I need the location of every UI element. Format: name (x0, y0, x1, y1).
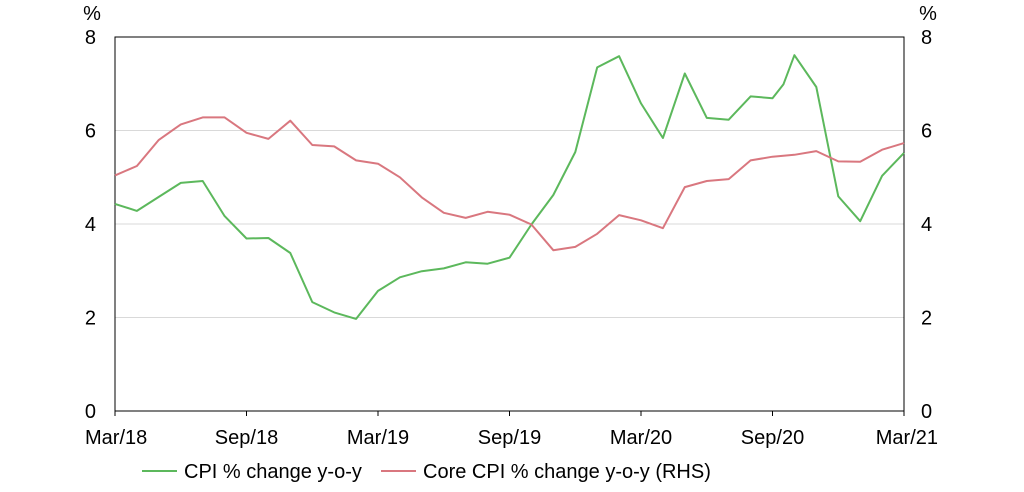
x-tick-label: Mar/20 (610, 427, 672, 449)
series-layer (114, 54, 905, 320)
legend-label-cpi: CPI % change y-o-y (184, 461, 362, 483)
series-line-1 (114, 116, 905, 252)
left-y-tick-label: 0 (85, 401, 96, 423)
right-y-tick-label: 8 (921, 27, 932, 49)
gridlines (115, 130, 904, 318)
x-tick-label: Mar/18 (85, 427, 147, 449)
left-y-tick-label: 2 (85, 308, 96, 330)
left-y-tick-label: 4 (85, 214, 96, 236)
legend: CPI % change y-o-y Core CPI % change y-o… (142, 461, 711, 483)
right-y-tick-label: 6 (921, 121, 932, 143)
x-tick-label: Sep/19 (478, 427, 541, 449)
x-tick-label: Mar/19 (347, 427, 409, 449)
axes-layer: 0 2 4 6 8 0 2 4 6 8 Mar/18 Sep/18 Mar/19 Sep/19 Mar/20… (85, 27, 938, 449)
right-axis-unit: % (919, 3, 937, 25)
x-tick-label: Sep/18 (215, 427, 278, 449)
right-y-tick-label: 4 (921, 214, 932, 236)
left-y-tick-label: 6 (85, 121, 96, 143)
right-y-tick-label: 0 (921, 401, 932, 423)
x-tick-label: Mar/21 (876, 427, 938, 449)
series-line-0 (114, 54, 905, 320)
legend-label-core-cpi: Core CPI % change y-o-y (RHS) (423, 461, 711, 483)
left-y-tick-label: 8 (85, 27, 96, 49)
left-axis-unit: % (83, 3, 101, 25)
right-y-tick-label: 2 (921, 308, 932, 330)
x-tick-label: Sep/20 (741, 427, 804, 449)
